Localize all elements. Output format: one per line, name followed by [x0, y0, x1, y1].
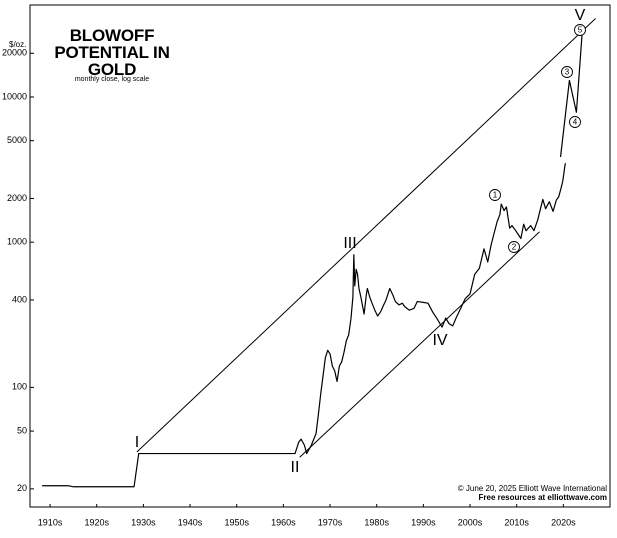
- x-tick-label: 2020s: [551, 517, 576, 527]
- y-unit: $/oz.: [9, 40, 27, 49]
- wave-label: I: [135, 434, 139, 451]
- y-tick-label: 100: [12, 382, 27, 392]
- x-tick-label: 1960s: [271, 517, 296, 527]
- x-tick-label: 2000s: [458, 517, 483, 527]
- y-tick-label: 2000: [7, 193, 27, 203]
- x-tick-label: 1920s: [84, 517, 109, 527]
- credit: Free resources at elliottwave.com: [478, 493, 608, 502]
- chart-subtitle: monthly close, log scale: [74, 76, 150, 83]
- wave-count-circle: [508, 241, 520, 253]
- wave-count: 5: [578, 26, 583, 35]
- y-tick-label: 1000: [7, 237, 27, 247]
- wave-count: 2: [512, 243, 517, 252]
- x-tick-label: 1940s: [178, 517, 203, 527]
- y-tick-label: 5000: [7, 135, 27, 145]
- x-tick-label: 1980s: [364, 517, 389, 527]
- credit: © June 20, 2025 Elliott Wave Internation…: [457, 484, 607, 493]
- chart-title: BLOWOFF POTENTIAL IN GOLD: [54, 26, 170, 79]
- y-tick-label: 20000: [2, 48, 27, 58]
- wave-count-circle: [489, 189, 501, 201]
- x-tick-label: 1950s: [224, 517, 249, 527]
- x-tick-label: 1990s: [411, 517, 436, 527]
- x-tick-label: 1910s: [38, 517, 63, 527]
- series-line: [136, 18, 596, 453]
- wave-label: II: [291, 459, 300, 476]
- wave-count: 4: [573, 118, 578, 127]
- y-tick-label: 20: [17, 483, 27, 493]
- wave-count-circle: [574, 24, 586, 36]
- wave-count: 1: [493, 191, 498, 200]
- series-line: [299, 231, 540, 458]
- wave-label: IV: [432, 332, 447, 349]
- y-tick-label: 10000: [2, 91, 27, 101]
- series-line: [559, 28, 584, 158]
- y-tick-label: 50: [17, 425, 27, 435]
- plot-frame: [29, 4, 611, 508]
- wave-label: III: [343, 235, 356, 252]
- x-tick-label: 1930s: [131, 517, 156, 527]
- x-tick-label: 1970s: [318, 517, 343, 527]
- x-tick-label: 2010s: [504, 517, 529, 527]
- wave-count-circle: [561, 66, 573, 78]
- y-tick-label: 400: [12, 294, 27, 304]
- wave-label: V: [575, 7, 586, 24]
- wave-count: 3: [565, 68, 570, 77]
- wave-count-circle: [569, 116, 581, 128]
- series-line: [42, 163, 567, 488]
